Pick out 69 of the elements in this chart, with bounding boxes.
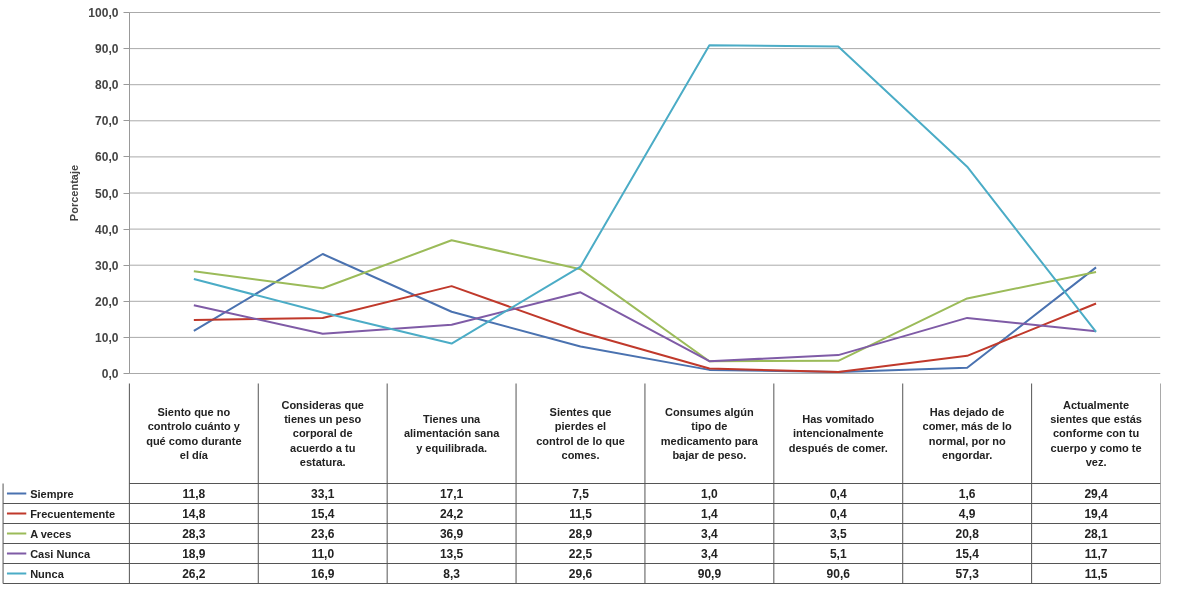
- data-label: 18,9: [182, 547, 206, 561]
- legend-label: A veces: [30, 527, 72, 540]
- data-label: 17,1: [439, 487, 464, 501]
- data-label: 11,0: [311, 547, 335, 561]
- data-label: 0,4: [829, 507, 847, 521]
- line-series: [192, 285, 1098, 374]
- data-label: 4,9: [958, 507, 976, 521]
- data-label: 11,8: [182, 487, 206, 501]
- y-tick-label: 30,0: [95, 258, 119, 273]
- data-label: 8,3: [443, 567, 461, 581]
- data-label: 29,4: [1084, 487, 1109, 501]
- line-series: [192, 253, 1098, 374]
- legend-label: Siempre: [30, 487, 74, 500]
- data-label: 33,1: [311, 487, 335, 501]
- line-series: [192, 44, 1098, 345]
- x-tick-label: Consumes algún tipo de medicamento para bajar de peso.: [660, 405, 759, 462]
- legend-label: Nunca: [30, 567, 65, 580]
- y-tick-label: 70,0: [95, 114, 119, 129]
- data-label: 29,6: [568, 567, 593, 581]
- data-label: 5,1: [829, 547, 847, 561]
- data-label: 1,4: [701, 507, 719, 521]
- data-label: 15,4: [955, 547, 980, 561]
- data-label: 1,0: [701, 487, 719, 501]
- data-label: 11,5: [569, 507, 593, 521]
- x-tick-label: Consideras que tienes un peso corporal de acuerdo a tu estatura.: [281, 398, 364, 469]
- data-label: 3,5: [829, 527, 847, 541]
- data-label: 0,4: [829, 487, 847, 501]
- data-label: 20,8: [955, 527, 980, 541]
- legend-label: Casi Nunca: [30, 547, 91, 560]
- line-series: [192, 239, 1098, 363]
- data-label: 11,5: [1084, 567, 1108, 581]
- data-label: 22,5: [568, 547, 593, 561]
- x-tick-label: Has vomitado intencionalmente después de comer.: [788, 413, 888, 454]
- y-tick-label: 90,0: [95, 42, 119, 57]
- data-label: 90,6: [826, 567, 851, 581]
- y-tick-label: 0,0: [101, 367, 119, 381]
- data-label: 11,7: [1084, 547, 1108, 561]
- data-label: 90,9: [697, 567, 722, 581]
- data-label: 3,4: [701, 547, 719, 561]
- data-label: 14,8: [182, 507, 206, 521]
- y-tick-label: 10,0: [95, 330, 119, 345]
- data-label: 57,3: [955, 567, 980, 581]
- y-axis-title: Porcentaje: [68, 164, 81, 222]
- data-label: 3,4: [701, 527, 719, 541]
- x-tick-label: Tienes una alimentación sana y equilibrada.: [403, 413, 501, 454]
- y-tick-label: 100,0: [88, 6, 119, 20]
- data-label: 16,9: [311, 567, 335, 581]
- y-tick-label: 40,0: [95, 222, 119, 237]
- data-label: 1,6: [958, 487, 976, 501]
- data-label: 23,6: [311, 527, 335, 541]
- x-tick-label: Has dejado de comer, más de lo normal, por no engordar.: [922, 405, 1013, 462]
- y-tick-label: 20,0: [95, 294, 119, 309]
- y-tick-label: 80,0: [95, 78, 119, 93]
- data-label: 26,2: [182, 567, 206, 581]
- x-tick-label: Siento que no controlo cuánto y qué como durante el día: [146, 405, 242, 462]
- data-label: 13,5: [439, 547, 464, 561]
- data-label: 28,1: [1084, 527, 1109, 541]
- x-tick-label: Sientes que pierdes el control de lo que comes.: [536, 405, 625, 462]
- x-tick-label: Actualmente sientes que estás conforme con tu cuerpo y como te vez.: [1050, 398, 1142, 469]
- data-label: 7,5: [572, 487, 590, 501]
- y-tick-label: 60,0: [95, 150, 119, 165]
- data-label: 19,4: [1084, 507, 1109, 521]
- legend-label: Frecuentemente: [30, 507, 116, 520]
- y-tick-label: 50,0: [95, 186, 119, 201]
- data-label: 28,9: [568, 527, 593, 541]
- data-label: 15,4: [311, 507, 335, 521]
- data-label: 28,3: [182, 527, 206, 541]
- data-label: 24,2: [439, 507, 464, 521]
- data-label: 36,9: [439, 527, 464, 541]
